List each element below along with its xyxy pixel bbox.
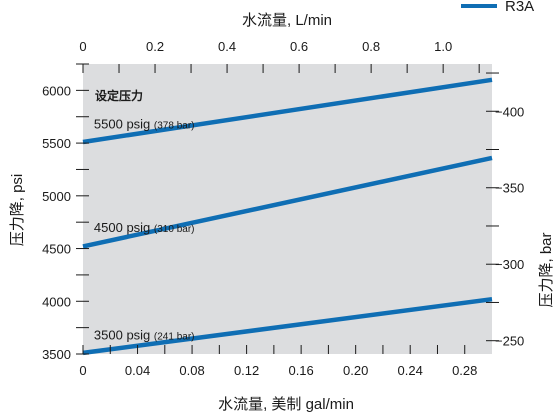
- series-layer: 3500 psig (241 bar) 4500 psig (310 bar) 55…: [82, 77, 493, 356]
- series-line: [82, 155, 493, 249]
- bottom-axis-tick-label: 0.24: [398, 363, 423, 378]
- bottom-axis-tick-label: 0.20: [343, 363, 368, 378]
- left-axis-tick-label: 3500: [42, 347, 71, 362]
- series-label: 3500 psig (241 bar): [94, 328, 195, 343]
- bottom-axis-tick-label: 0: [79, 363, 86, 378]
- top-axis-tick-label: 0.8: [362, 39, 380, 54]
- left-axis-tick-label: 5500: [42, 136, 71, 151]
- bottom-axis-tick-label: 0.28: [452, 363, 477, 378]
- top-axis-title: 水流量, L/min: [242, 12, 332, 29]
- right-axis-tick-label: −400: [495, 104, 524, 119]
- series-label: 5500 psig (378 bar): [94, 116, 195, 131]
- header-note: 设定压力: [95, 88, 143, 103]
- bottom-axis-tick-label: 0.16: [288, 363, 313, 378]
- series-label: 4500 psig (310 bar): [94, 220, 195, 235]
- plot-background: [83, 64, 492, 354]
- right-axis-tick-label: −300: [495, 257, 524, 272]
- top-axis-tick-label: 1.0: [434, 39, 452, 54]
- left-axis-tick-label: 6000: [42, 83, 71, 98]
- left-axis-tick-label: 4000: [42, 294, 71, 309]
- axis-layer: 0 0.04 0.08 0.12 0.16 0.20 0.24 0.28 0 0.2 0.4 0.6 0…: [42, 39, 524, 378]
- right-axis-tick-label: −250: [495, 334, 524, 349]
- top-axis-tick-label: 0: [79, 39, 86, 54]
- bottom-axis-tick-label: 0.12: [234, 363, 259, 378]
- left-axis-title: 压力降, psi: [9, 174, 26, 247]
- top-axis-tick-label: 0.4: [218, 39, 236, 54]
- series-line: [82, 296, 493, 356]
- top-axis-tick-label: 0.6: [290, 39, 308, 54]
- legend-label: R3A: [505, 0, 534, 15]
- top-axis-tick-label: 0.2: [146, 39, 164, 54]
- series-line: [82, 77, 493, 145]
- bottom-axis-tick-label: 0.08: [179, 363, 204, 378]
- bottom-axis-title: 水流量, 美制 gal/min: [218, 396, 354, 413]
- right-axis-tick-label: −350: [495, 181, 524, 196]
- bottom-axis-tick-label: 0.04: [125, 363, 150, 378]
- left-axis-tick-label: 5000: [42, 189, 71, 204]
- right-axis-title: 压力降, bar: [538, 232, 555, 307]
- left-axis-tick-label: 4500: [42, 242, 71, 257]
